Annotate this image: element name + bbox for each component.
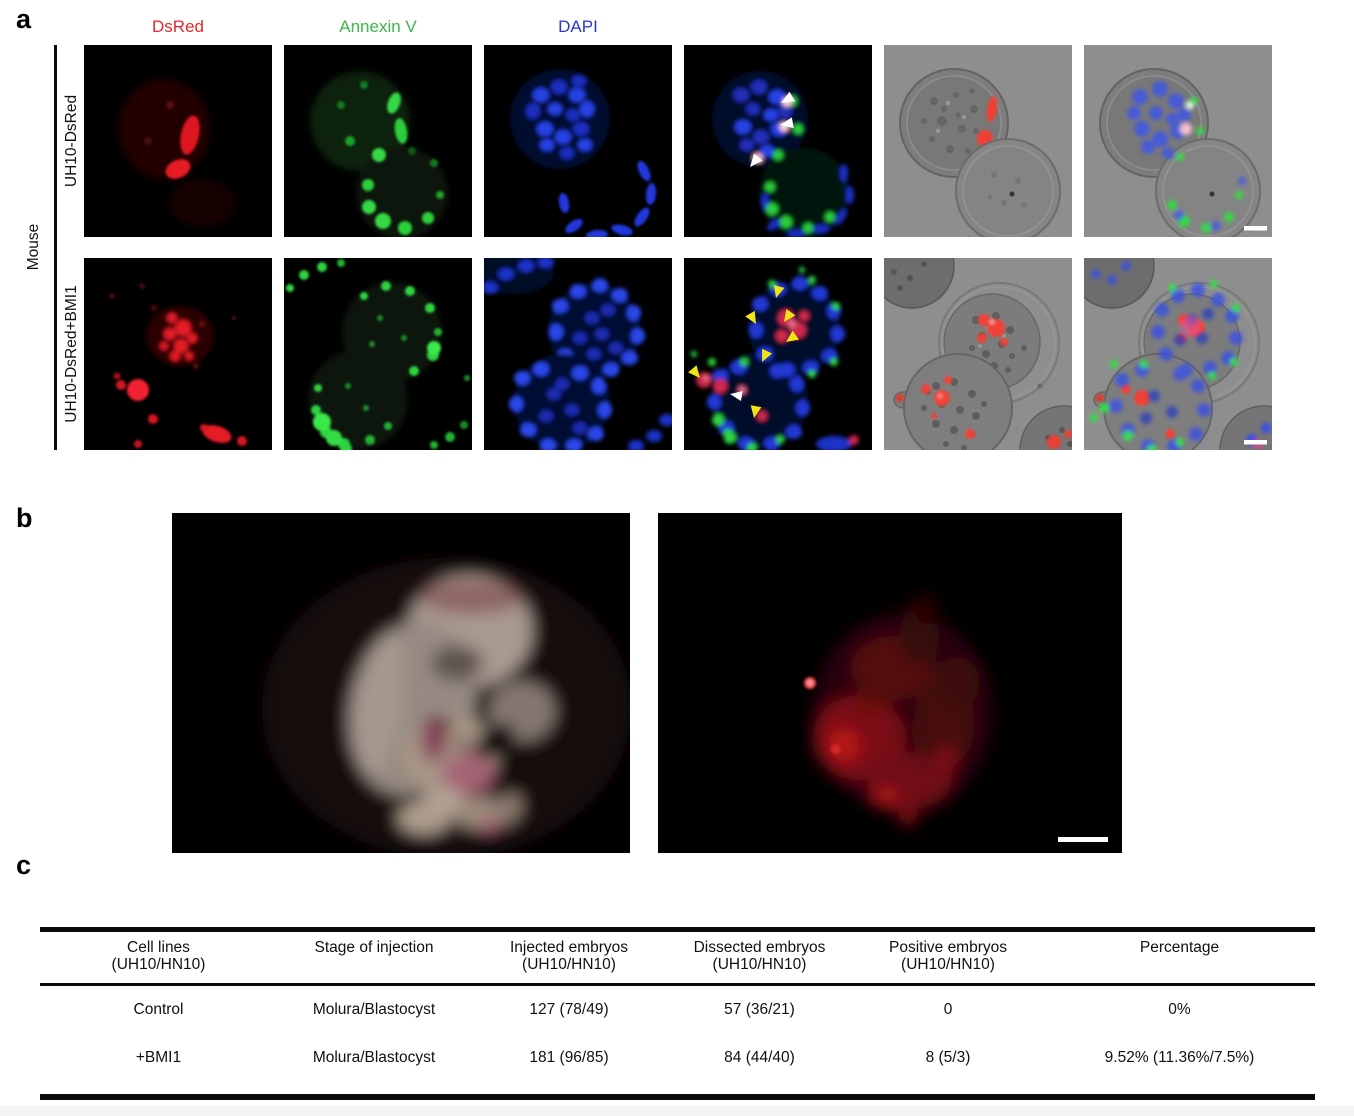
table-header-cell: Percentage	[1139, 939, 1220, 956]
table-bottom-border	[40, 1094, 1315, 1100]
table-cell: 0	[943, 1001, 953, 1018]
column-label-annexin: Annexin V	[339, 17, 417, 36]
panel-c-letter: c	[16, 850, 32, 880]
table-cell: 9.52% (11.36%/7.5%)	[1104, 1049, 1255, 1066]
table-header-cell: Positive embryos (UH10/HN10)	[888, 939, 1007, 973]
column-label-dapi: DAPI	[558, 17, 598, 36]
row-group-bracket	[54, 45, 57, 450]
table-cell: Molura/Blastocyst	[312, 1049, 436, 1066]
table-header-border	[40, 983, 1315, 986]
table-cell: Control	[133, 1001, 184, 1018]
micrograph-r2-brightfield	[884, 258, 1072, 450]
table-cell: 0%	[1168, 1001, 1191, 1018]
table-header-cell: Dissected embryos (UH10/HN10)	[693, 939, 826, 973]
micrograph-r1-annexin	[284, 45, 472, 237]
panel-b-letter: b	[16, 503, 33, 533]
micrograph-r2-annexin	[284, 258, 472, 450]
micrograph-r2-merge-brightfield	[1084, 258, 1272, 450]
scale-bar	[1244, 226, 1267, 231]
embryo-dsred-image	[658, 513, 1122, 853]
table-cell: Molura/Blastocyst	[312, 1001, 436, 1018]
arrowhead-icon	[750, 91, 796, 167]
table-cell: 181 (96/85)	[529, 1049, 609, 1066]
arrowhead-icon	[688, 284, 799, 418]
bottom-strip	[0, 1106, 1354, 1116]
table-cell: 57 (36/21)	[724, 1001, 795, 1018]
table-header-cell: Stage of injection	[314, 939, 434, 956]
row-label-uh10-dsred-bmi1: UH10-DsRed+BMI1	[63, 285, 80, 423]
table-cell: +BMI1	[135, 1049, 182, 1066]
micrograph-r2-dsred	[84, 258, 272, 450]
table-header-row: Cell lines (UH10/HN10) Stage of injectio…	[40, 932, 1315, 983]
table-top-border	[40, 927, 1315, 932]
micrograph-r1-brightfield	[884, 45, 1072, 237]
micrograph-r1-merge-brightfield	[1084, 45, 1272, 237]
results-table: Cell lines (UH10/HN10) Stage of injectio…	[40, 927, 1315, 1100]
group-label-mouse: Mouse	[25, 223, 42, 271]
micrograph-r2-merge	[684, 258, 872, 450]
table-row: Control Molura/Blastocyst 127 (78/49) 57…	[40, 1000, 1315, 1020]
micrograph-r1-dapi	[484, 45, 672, 237]
table-header-cell: Injected embryos (UH10/HN10)	[509, 939, 629, 973]
table-cell: 84 (44/40)	[724, 1049, 795, 1066]
row-label-uh10-dsred: UH10-DsRed	[63, 94, 80, 188]
scale-bar	[1058, 837, 1108, 842]
micrograph-r1-merge	[684, 45, 872, 237]
table-row: +BMI1 Molura/Blastocyst 181 (96/85) 84 (…	[40, 1048, 1315, 1068]
table-header-cell: Cell lines (UH10/HN10)	[111, 939, 206, 973]
scale-bar	[1244, 440, 1267, 445]
table-cell: 8 (5/3)	[925, 1049, 971, 1066]
micrograph-r2-dapi	[484, 258, 672, 450]
column-label-dsred: DsRed	[152, 17, 204, 36]
panel-a-letter: a	[16, 4, 32, 34]
table-cell: 127 (78/49)	[529, 1001, 609, 1018]
micrograph-r1-dsred	[84, 45, 272, 237]
embryo-brightfield-image	[172, 513, 630, 853]
